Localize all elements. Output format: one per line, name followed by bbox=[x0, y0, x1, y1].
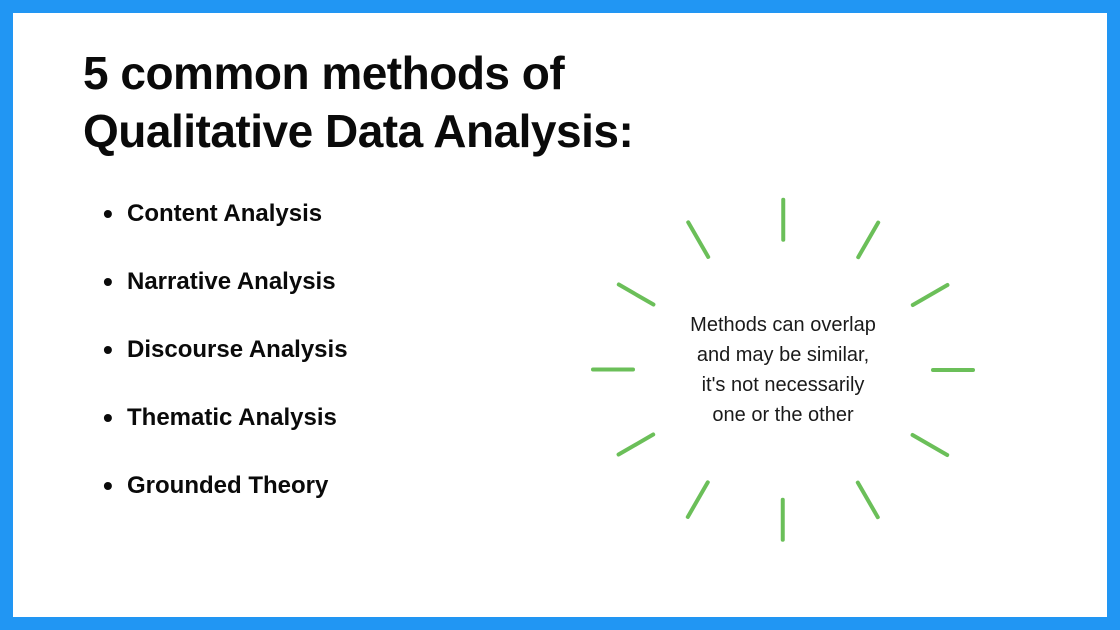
list-item: Grounded Theory bbox=[103, 472, 513, 500]
list-item-label: Thematic Analysis bbox=[127, 404, 337, 431]
sunburst-ray bbox=[781, 198, 785, 242]
sunburst-ray bbox=[616, 432, 656, 457]
list-item-label: Narrative Analysis bbox=[127, 268, 336, 295]
sunburst-ray bbox=[616, 282, 656, 307]
methods-list: Content Analysis Narrative Analysis Disc… bbox=[83, 200, 513, 540]
sunburst-ray bbox=[855, 220, 880, 260]
list-item: Discourse Analysis bbox=[103, 336, 513, 364]
sunburst-graphic: Methods can overlap and may be similar, … bbox=[573, 190, 993, 550]
list-item: Content Analysis bbox=[103, 200, 513, 228]
sunburst-ray bbox=[910, 432, 950, 457]
list-item-label: Discourse Analysis bbox=[127, 336, 348, 363]
list-item-label: Grounded Theory bbox=[127, 472, 328, 499]
sunburst-ray bbox=[855, 480, 880, 520]
callout-text: Methods can overlap and may be similar, … bbox=[688, 310, 878, 430]
list-item: Narrative Analysis bbox=[103, 268, 513, 296]
title-line-1: 5 common methods of bbox=[83, 47, 564, 99]
callout-region: Methods can overlap and may be similar, … bbox=[513, 200, 1047, 560]
sunburst-ray bbox=[591, 368, 635, 372]
sunburst-ray bbox=[931, 368, 975, 372]
sunburst-ray bbox=[781, 498, 785, 542]
title-line-2: Qualitative Data Analysis: bbox=[83, 105, 633, 157]
sunburst-ray bbox=[685, 480, 710, 520]
slide-frame: 5 common methods of Qualitative Data Ana… bbox=[0, 0, 1120, 630]
sunburst-ray bbox=[910, 282, 950, 307]
list-item: Thematic Analysis bbox=[103, 404, 513, 432]
content-row: Content Analysis Narrative Analysis Disc… bbox=[83, 200, 1047, 560]
slide-title: 5 common methods of Qualitative Data Ana… bbox=[83, 45, 1047, 160]
sunburst-ray bbox=[685, 220, 710, 260]
list-item-label: Content Analysis bbox=[127, 200, 322, 227]
